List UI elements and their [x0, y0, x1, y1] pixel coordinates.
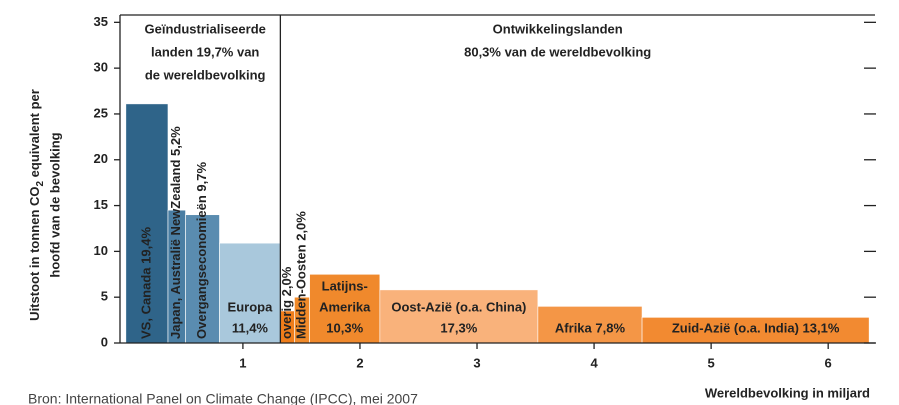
- y-tick-label: 5: [101, 289, 108, 304]
- x-axis-label: Wereldbevolking in miljard: [705, 385, 870, 400]
- bar-label: Europa: [228, 299, 274, 314]
- x-tick-label: 2: [356, 355, 363, 370]
- y-tick-label: 0: [101, 334, 108, 349]
- x-tick-label: 4: [590, 355, 598, 370]
- bar-label: 17,3%: [440, 320, 477, 335]
- bar: [219, 242, 281, 344]
- bar: [125, 103, 169, 344]
- bar-label: Japan, Australië NewZealand 5,2%: [168, 126, 183, 339]
- bar: [537, 306, 643, 344]
- y-tick-label: 15: [94, 197, 108, 212]
- source: Bron: International Panel on Climate Cha…: [28, 391, 418, 405]
- y-axis-label: hoofd van de bevolking: [47, 132, 62, 277]
- x-tick-label: 6: [825, 355, 832, 370]
- bar-label: Oost-Azië (o.a. China): [391, 299, 526, 314]
- bar: [185, 214, 220, 344]
- bar-label: VS, Canada 19,4%: [138, 227, 153, 339]
- y-tick-label: 35: [94, 14, 108, 29]
- y-tick-label: 30: [94, 60, 108, 75]
- region-label: Ontwikkelingslanden: [493, 21, 623, 36]
- bar-label: Latijns-: [322, 278, 368, 293]
- region-label: 80,3% van de wereldbevolking: [464, 44, 651, 59]
- bar-label: Amerika: [319, 299, 371, 314]
- bar: [641, 317, 870, 344]
- bar-label: Midden-Oosten 2,0%: [293, 211, 308, 339]
- region-label: landen 19,7% van: [151, 44, 259, 59]
- x-tick-label: 3: [473, 355, 480, 370]
- bar-label: 10,3%: [326, 320, 363, 335]
- y-tick-label: 20: [94, 151, 108, 166]
- bar-label: Overgangseconomieën 9,7%: [194, 162, 209, 339]
- region-label: de wereldbevolking: [145, 67, 266, 82]
- y-axis-label: Uitstoot in tonnen CO2 equivalent per: [27, 89, 45, 321]
- region-label: Geïndustrialiseerde: [144, 21, 265, 36]
- y-tick-label: 25: [94, 105, 108, 120]
- bar-label: Zuid-Azië (o.a. India) 13,1%: [672, 320, 840, 335]
- bar-label: overig 2,0%: [279, 266, 294, 339]
- bar-label: Afrika 7,8%: [555, 320, 626, 335]
- x-tick-label: 1: [239, 355, 246, 370]
- y-tick-label: 10: [94, 243, 108, 258]
- x-tick-label: 5: [708, 355, 715, 370]
- bar-label: 11,4%: [232, 320, 269, 335]
